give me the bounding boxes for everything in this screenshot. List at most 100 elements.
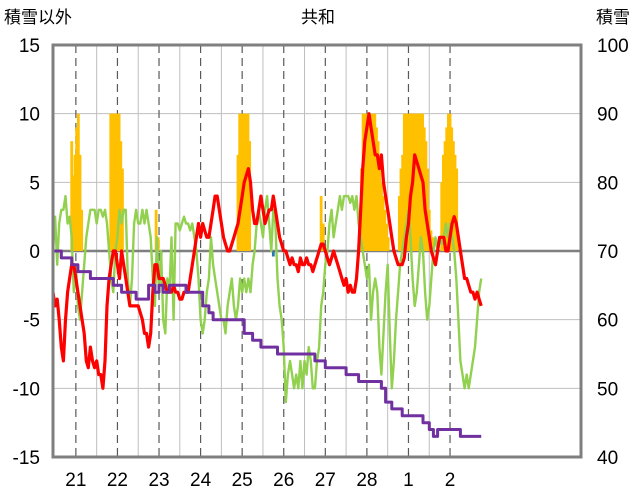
bar-mark bbox=[426, 168, 429, 251]
bar-mark bbox=[431, 237, 434, 251]
bar-mark bbox=[446, 113, 450, 252]
bar-mark bbox=[455, 168, 459, 251]
right-tick-label: 60 bbox=[597, 311, 618, 332]
bar-mark bbox=[419, 113, 423, 252]
right-tick-label: 70 bbox=[597, 242, 618, 263]
bar-mark bbox=[385, 223, 388, 251]
left-axis-title: 積雪以外 bbox=[4, 8, 72, 28]
bar-mark bbox=[453, 154, 457, 251]
x-tick-label: 26 bbox=[273, 470, 294, 491]
series-line-5 bbox=[53, 249, 482, 438]
bar-mark bbox=[73, 154, 77, 251]
series-line-3 bbox=[51, 194, 483, 404]
right-tick-label: 100 bbox=[597, 36, 629, 57]
bar-mark bbox=[412, 113, 416, 252]
bar-mark bbox=[380, 182, 383, 251]
bar-mark bbox=[383, 209, 387, 251]
bar-mark bbox=[363, 113, 367, 252]
bar-mark bbox=[371, 113, 375, 252]
bar-mark bbox=[116, 113, 119, 252]
bar-mark bbox=[71, 175, 75, 251]
right-tick-label: 50 bbox=[597, 379, 618, 400]
left-tick-label: 15 bbox=[19, 36, 40, 57]
bar-mark bbox=[114, 113, 118, 252]
left-tick-label: 10 bbox=[19, 105, 40, 126]
bar-mark bbox=[244, 113, 248, 252]
bar-mark bbox=[248, 141, 252, 251]
x-tick-label: 28 bbox=[356, 470, 377, 491]
bar-mark bbox=[239, 113, 243, 252]
x-tick-label: 2 bbox=[445, 470, 456, 491]
bar-mark bbox=[381, 196, 385, 251]
bar-mark bbox=[402, 113, 406, 252]
bar-mark bbox=[112, 113, 116, 252]
bar-mark bbox=[448, 113, 452, 252]
x-tick-label: 1 bbox=[403, 470, 414, 491]
bar-mark bbox=[366, 113, 370, 252]
bar-mark bbox=[246, 113, 250, 252]
bar-mark bbox=[417, 113, 421, 252]
bar-mark bbox=[451, 141, 455, 251]
bar-mark bbox=[319, 196, 323, 251]
bar-mark bbox=[111, 113, 114, 252]
chart-title: 共和 bbox=[301, 8, 335, 28]
bar-mark bbox=[271, 251, 275, 257]
x-tick-label: 24 bbox=[190, 470, 212, 491]
x-tick-label: 23 bbox=[148, 470, 169, 491]
bar-mark bbox=[109, 113, 113, 252]
bar-mark bbox=[321, 223, 325, 251]
bar-mark bbox=[78, 154, 82, 251]
bar-mark bbox=[441, 154, 445, 251]
bar-mark bbox=[386, 237, 390, 251]
x-tick-label: 21 bbox=[65, 470, 86, 491]
bar-mark bbox=[121, 168, 124, 251]
left-tick-label: -5 bbox=[23, 311, 40, 332]
left-tick-label: 0 bbox=[29, 242, 40, 263]
bar-mark bbox=[373, 113, 377, 252]
bar-mark bbox=[409, 113, 413, 252]
bar-mark bbox=[406, 113, 410, 252]
bar-mark bbox=[404, 113, 408, 252]
right-tick-label: 40 bbox=[597, 448, 618, 469]
bar-mark bbox=[440, 182, 444, 251]
bar-mark bbox=[424, 141, 428, 251]
bar-mark bbox=[154, 209, 158, 251]
bar-mark bbox=[401, 154, 405, 251]
bar-mark bbox=[397, 196, 401, 251]
left-tick-label: -10 bbox=[13, 379, 40, 400]
plot-frame bbox=[51, 43, 583, 459]
bar-mark bbox=[80, 209, 84, 251]
bar-mark bbox=[76, 113, 80, 252]
bar-mark bbox=[407, 113, 411, 252]
bar-mark bbox=[75, 127, 79, 251]
bar-mark bbox=[375, 127, 378, 251]
bar-mark bbox=[117, 113, 121, 252]
bar-mark bbox=[236, 154, 240, 251]
bar-mark bbox=[445, 127, 449, 251]
left-tick-label: -15 bbox=[13, 448, 40, 469]
right-tick-label: 80 bbox=[597, 173, 618, 194]
right-axis-title: 積雪 bbox=[596, 8, 630, 28]
bar-mark bbox=[443, 141, 447, 251]
series-line-4 bbox=[51, 112, 483, 390]
bar-mark bbox=[376, 141, 380, 251]
bar-mark bbox=[70, 141, 74, 251]
bar-mark bbox=[370, 113, 373, 252]
x-tick-label: 27 bbox=[315, 470, 336, 491]
bar-mark bbox=[119, 141, 123, 251]
x-tick-label: 25 bbox=[232, 470, 253, 491]
bar-mark bbox=[450, 127, 454, 251]
bar-mark bbox=[414, 113, 418, 252]
series-layer bbox=[51, 112, 483, 438]
right-tick-label: 90 bbox=[597, 105, 618, 126]
bar-mark bbox=[238, 113, 242, 252]
bar-mark bbox=[416, 113, 420, 252]
bar-mark bbox=[365, 113, 368, 252]
bar-mark bbox=[378, 168, 382, 251]
left-tick-label: 5 bbox=[29, 173, 40, 194]
x-tick-label: 22 bbox=[107, 470, 128, 491]
bar-mark bbox=[368, 113, 372, 252]
bar-mark bbox=[399, 168, 403, 251]
